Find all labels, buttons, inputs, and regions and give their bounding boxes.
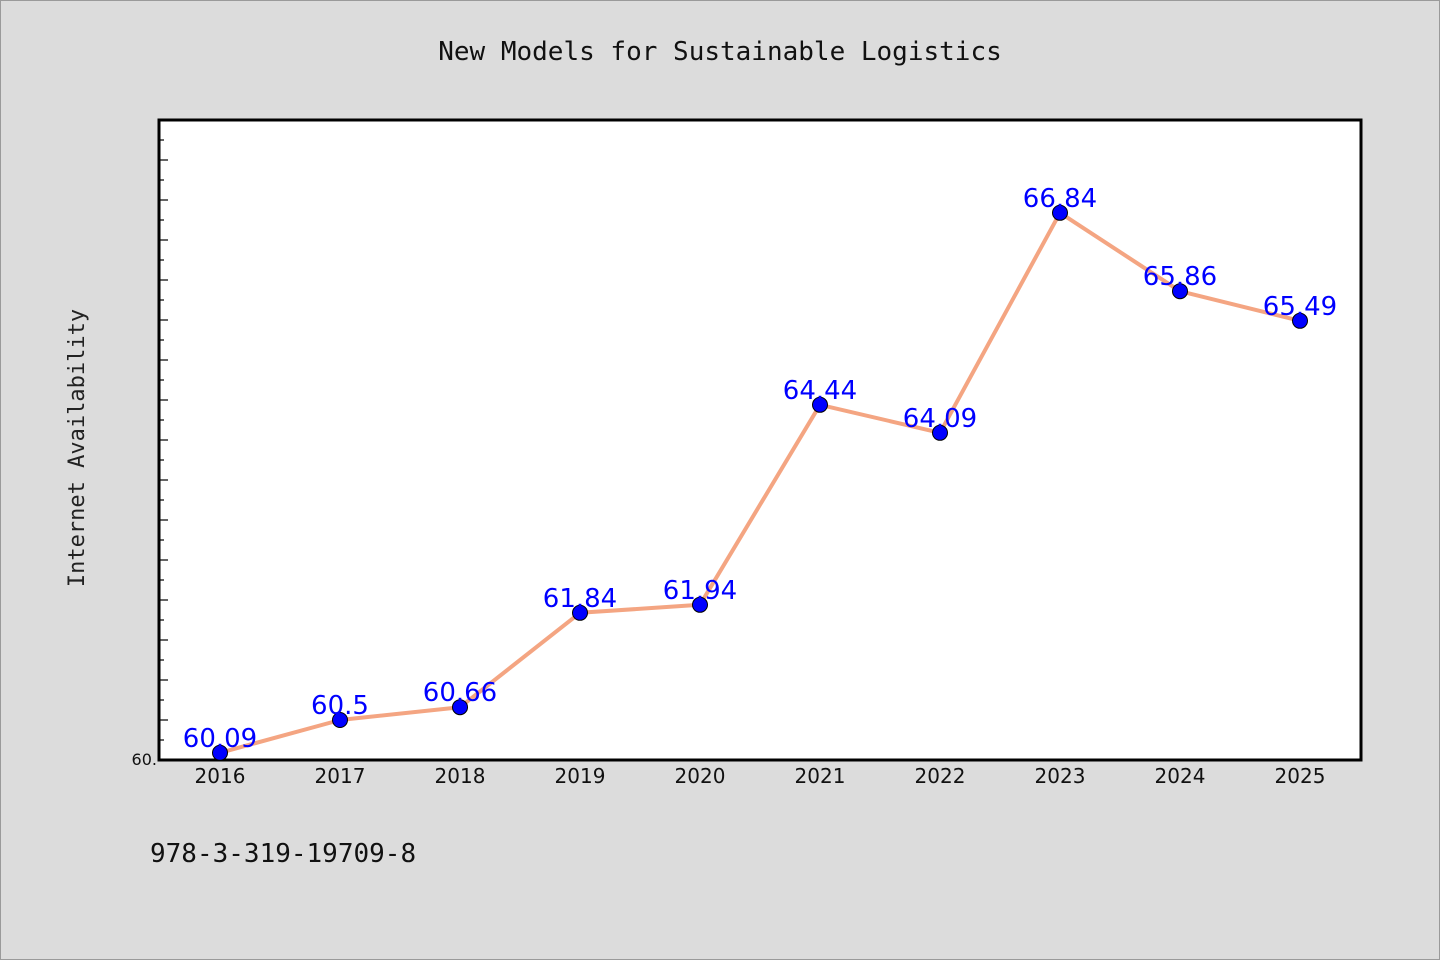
data-label: 60.5	[311, 691, 369, 721]
y-tick-label: 60.	[132, 750, 157, 769]
series-line	[218, 210, 1302, 755]
x-tick-label: 2022	[915, 764, 966, 788]
data-label: 61.84	[543, 584, 617, 614]
data-point	[452, 699, 468, 716]
series-lines	[218, 210, 1302, 755]
data-point	[1052, 204, 1068, 221]
isbn-footer: 978-3-319-19709-8	[150, 839, 416, 869]
data-point	[692, 596, 708, 613]
data-point	[1172, 283, 1188, 300]
chart-title: New Models for Sustainable Logistics	[438, 37, 1002, 67]
data-label: 65.86	[1143, 262, 1217, 292]
data-label: 64.09	[903, 404, 977, 434]
x-axis-tick-labels: 2016 2017 2018 2019 2020 2021 2022 2023 2024 2025	[195, 764, 1326, 788]
x-tick-label: 2025	[1275, 764, 1326, 788]
x-tick-label: 2023	[1035, 764, 1086, 788]
data-point	[1292, 312, 1308, 329]
data-point	[812, 396, 828, 413]
data-point	[932, 424, 948, 441]
x-tick-label: 2017	[315, 764, 366, 788]
y-axis-label: Internet Availability	[65, 309, 90, 587]
series-markers	[212, 204, 1308, 761]
plot-area	[157, 118, 1363, 762]
data-label: 61.94	[663, 576, 737, 606]
data-label: 60.66	[423, 678, 497, 708]
data-label: 60.09	[183, 724, 257, 754]
y-axis-tick-labels: 60.	[132, 750, 157, 769]
data-label: 66.84	[1023, 184, 1097, 214]
data-label: 65.49	[1263, 292, 1337, 322]
data-point	[572, 604, 588, 621]
data-label: 64.44	[783, 376, 857, 406]
x-tick-label: 2020	[675, 764, 726, 788]
x-tick-label: 2016	[195, 764, 246, 788]
x-tick-label: 2021	[795, 764, 846, 788]
x-tick-label: 2024	[1155, 764, 1206, 788]
data-labels: 60.09 60.5 60.66 61.84 61.94 64.44 64.09 66.84 6…	[183, 184, 1337, 754]
data-point	[332, 712, 348, 728]
x-tick-label: 2018	[435, 764, 486, 788]
x-tick-label: 2019	[555, 764, 606, 788]
data-point	[212, 744, 228, 761]
y-axis-ticks	[159, 119, 168, 761]
